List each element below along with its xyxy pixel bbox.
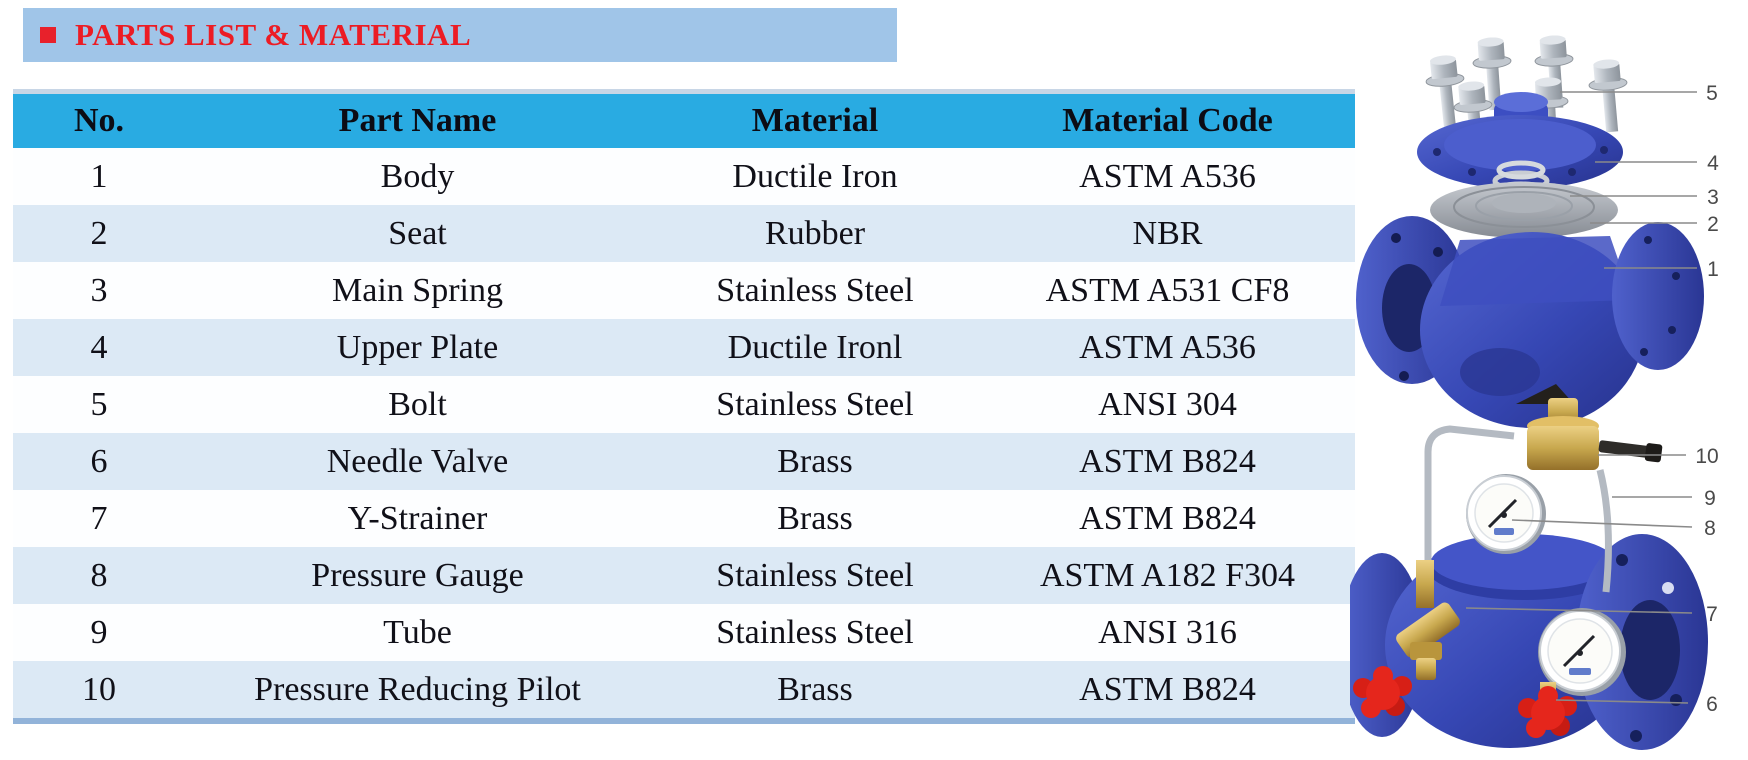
callout-label: 9: [1704, 487, 1716, 510]
column-header-material: Material: [751, 102, 879, 139]
cell-no: 5: [90, 386, 108, 423]
red-square-bullet-icon: [40, 27, 56, 43]
callout-label: 10: [1695, 445, 1718, 468]
table-row: 3 Main Spring Stainless Steel ASTM A531 …: [13, 262, 1355, 319]
cell-material-code: ANSI 304: [1098, 386, 1237, 423]
section-title-bar: PARTS LIST & MATERIAL: [23, 8, 897, 62]
valve-illustrations: 5 4 3 2 1: [1350, 35, 1719, 750]
cell-material-code: NBR: [1132, 215, 1203, 252]
table-row: 2 Seat Rubber NBR: [13, 205, 1355, 262]
parts-table: No. Part Name Material Material Code 1 B…: [13, 89, 1355, 724]
cell-material: Brass: [777, 500, 853, 537]
callout-label: 3: [1707, 186, 1719, 209]
section-title: PARTS LIST & MATERIAL: [75, 17, 472, 52]
y-strainer: [1396, 560, 1460, 680]
cell-part-name: Pressure Gauge: [311, 557, 524, 594]
cell-material-code: ASTM A531 CF8: [1045, 272, 1290, 309]
cell-no: 9: [90, 614, 108, 651]
callout-label: 1: [1707, 258, 1719, 281]
cell-material: Stainless Steel: [716, 386, 914, 423]
cell-material-code: ASTM B824: [1079, 443, 1256, 480]
callout-label: 2: [1707, 213, 1719, 236]
callout-label: 8: [1704, 517, 1716, 540]
table-row: 4 Upper Plate Ductile Ironl ASTM A536: [13, 319, 1355, 376]
cell-material: Stainless Steel: [716, 272, 914, 309]
tube: [1424, 425, 1515, 574]
callout-label: 4: [1707, 152, 1719, 175]
cell-material-code: ANSI 316: [1098, 614, 1237, 651]
needle-valve-knob: [1353, 666, 1412, 718]
callout-line: [1511, 519, 1693, 528]
column-header-no: No.: [73, 102, 125, 139]
exploded-valve-callouts: 5 4 3 2 1: [1560, 82, 1719, 281]
cell-part-name: Body: [380, 158, 455, 195]
assembled-valve-callouts: 10 9 8 7 6: [1465, 445, 1719, 716]
cell-material-code: ASTM B824: [1079, 500, 1256, 537]
cell-no: 4: [90, 329, 108, 366]
cell-no: 7: [90, 500, 108, 537]
cell-no: 6: [90, 443, 108, 480]
exploded-valve-illustration: 5 4 3 2 1: [1356, 35, 1719, 428]
column-header-part-name: Part Name: [338, 102, 497, 139]
cell-part-name: Tube: [383, 614, 452, 651]
cell-material: Rubber: [764, 215, 866, 252]
cell-no: 8: [90, 557, 108, 594]
cell-material-code: ASTM B824: [1079, 671, 1256, 708]
callout-line: [1555, 699, 1689, 704]
valve-body: [1356, 216, 1704, 428]
cell-material: Ductile Ironl: [727, 329, 903, 366]
cell-material-code: ASTM A536: [1079, 329, 1256, 366]
cell-material: Stainless Steel: [716, 557, 914, 594]
table-row: 9 Tube Stainless Steel ANSI 316: [13, 604, 1355, 661]
callout-line: [1465, 607, 1693, 614]
cell-no: 3: [90, 272, 108, 309]
cell-part-name: Pressure Reducing Pilot: [254, 671, 581, 708]
tube: [1596, 469, 1612, 593]
cell-no: 1: [90, 158, 108, 195]
callout-label: 5: [1706, 82, 1718, 105]
table-row: 6 Needle Valve Brass ASTM B824: [13, 433, 1355, 490]
table-row: 7 Y-Strainer Brass ASTM B824: [13, 490, 1355, 547]
table-header-row: No. Part Name Material Material Code: [13, 94, 1355, 148]
column-header-material-code: Material Code: [1062, 102, 1273, 139]
cell-part-name: Seat: [388, 215, 447, 252]
table-row: 5 Bolt Stainless Steel ANSI 304: [13, 376, 1355, 433]
cell-material: Brass: [777, 443, 853, 480]
cell-material: Ductile Iron: [732, 158, 898, 195]
cell-no: 2: [90, 215, 108, 252]
table-row: 8 Pressure Gauge Stainless Steel ASTM A1…: [13, 547, 1355, 604]
callout-label: 7: [1706, 603, 1718, 626]
table-row: 1 Body Ductile Iron ASTM A536: [13, 148, 1355, 205]
cell-part-name: Main Spring: [332, 272, 503, 309]
cell-material: Stainless Steel: [716, 614, 914, 651]
table-row: 10 Pressure Reducing Pilot Brass ASTM B8…: [13, 661, 1355, 718]
cell-no: 10: [82, 671, 116, 708]
pressure-gauge: [1466, 474, 1546, 554]
pressure-gauge: [1538, 608, 1626, 696]
cell-material: Brass: [777, 671, 853, 708]
cell-part-name: Y-Strainer: [347, 500, 488, 537]
assembled-valve-illustration: 10 9 8 7 6: [1350, 384, 1719, 750]
cell-material-code: ASTM A182 F304: [1039, 557, 1296, 594]
callout-label: 6: [1706, 693, 1718, 716]
cell-part-name: Bolt: [388, 386, 447, 423]
cell-part-name: Upper Plate: [336, 329, 499, 366]
cell-part-name: Needle Valve: [326, 443, 509, 480]
valve-bonnet: [1417, 92, 1623, 189]
pressure-reducing-pilot: [1516, 384, 1663, 470]
cell-material-code: ASTM A536: [1079, 158, 1256, 195]
